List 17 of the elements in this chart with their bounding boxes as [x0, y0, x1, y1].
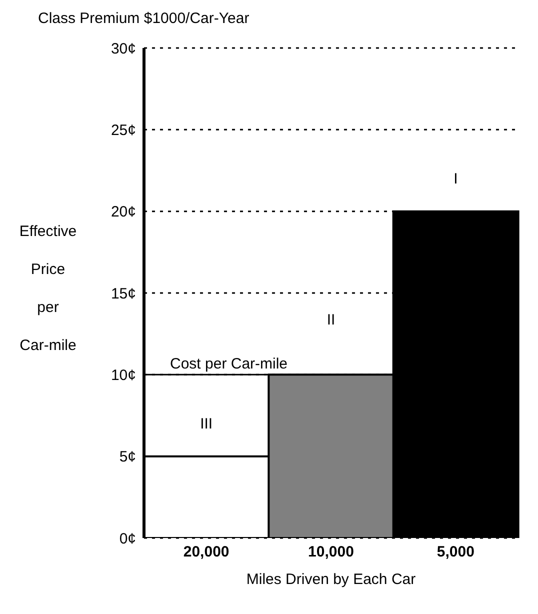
x-tick-label: 5,000: [436, 544, 474, 561]
x-axis-title: Miles Driven by Each Car: [246, 571, 416, 588]
chart-title: Class Premium $1000/Car-Year: [38, 10, 250, 27]
annotation: I: [454, 170, 458, 188]
y-tick-label: 15¢: [110, 285, 136, 302]
ref-line-label: Cost per Car-mile: [170, 356, 288, 373]
annotation: II: [326, 312, 336, 329]
y-tick-label: 20¢: [110, 204, 136, 221]
text: Effective Price per Car-mile: [19, 223, 77, 354]
y-tick-label: 5¢: [119, 448, 136, 466]
x-tick-label: 20,000: [183, 544, 230, 561]
annotation: III: [200, 415, 213, 432]
y-tick-label: 25¢: [110, 122, 136, 139]
x-tick-label: 10,000: [308, 544, 354, 561]
y-tick-label: 30¢: [110, 40, 136, 58]
y-tick-label: 0¢: [119, 530, 136, 548]
y-tick-label: 10¢: [110, 366, 136, 384]
